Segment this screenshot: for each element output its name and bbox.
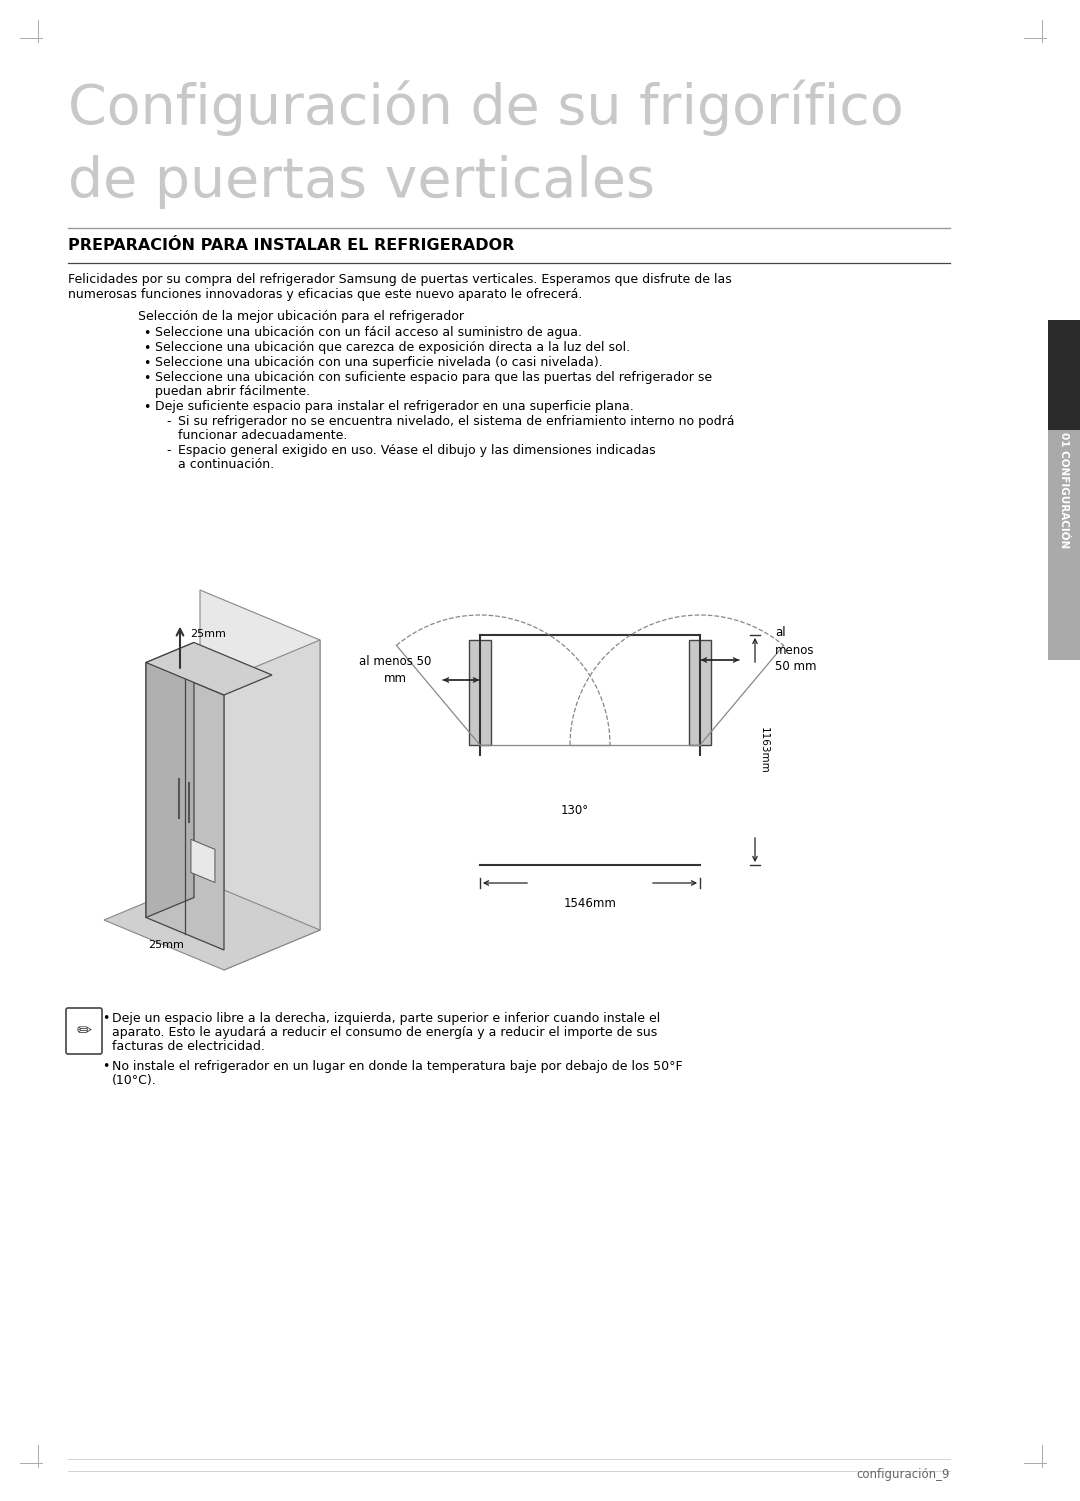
Text: Configuración de su frigorífico: Configuración de su frigorífico bbox=[68, 80, 904, 137]
Text: Felicidades por su compra del refrigerador Samsung de puertas verticales. Espera: Felicidades por su compra del refrigerad… bbox=[68, 273, 732, 287]
Text: Seleccione una ubicación con suficiente espacio para que las puertas del refrige: Seleccione una ubicación con suficiente … bbox=[156, 371, 712, 384]
Polygon shape bbox=[146, 662, 224, 950]
Text: •: • bbox=[143, 401, 150, 414]
Text: PREPARACIÓN PARA INSTALAR EL REFRIGERADOR: PREPARACIÓN PARA INSTALAR EL REFRIGERADO… bbox=[68, 239, 514, 254]
Text: al
menos
50 mm: al menos 50 mm bbox=[775, 626, 816, 674]
Text: 130°: 130° bbox=[561, 803, 589, 817]
Text: al menos 50
mm: al menos 50 mm bbox=[359, 654, 431, 684]
Text: •: • bbox=[143, 372, 150, 384]
Text: funcionar adecuadamente.: funcionar adecuadamente. bbox=[178, 429, 348, 441]
Text: Seleccione una ubicación con un fácil acceso al suministro de agua.: Seleccione una ubicación con un fácil ac… bbox=[156, 326, 582, 339]
Text: Deje suficiente espacio para instalar el refrigerador en una superficie plana.: Deje suficiente espacio para instalar el… bbox=[156, 399, 634, 413]
Text: de puertas verticales: de puertas verticales bbox=[68, 155, 654, 209]
Text: No instale el refrigerador en un lugar en donde la temperatura baje por debajo d: No instale el refrigerador en un lugar e… bbox=[112, 1060, 683, 1073]
Polygon shape bbox=[200, 590, 320, 931]
Text: •: • bbox=[102, 1012, 109, 1025]
Text: Deje un espacio libre a la derecha, izquierda, parte superior e inferior cuando : Deje un espacio libre a la derecha, izqu… bbox=[112, 1012, 660, 1025]
Text: Si su refrigerador no se encuentra nivelado, el sistema de enfriamiento interno : Si su refrigerador no se encuentra nivel… bbox=[178, 414, 734, 428]
Polygon shape bbox=[146, 642, 272, 695]
Text: configuración_9: configuración_9 bbox=[856, 1468, 950, 1481]
Text: aparato. Esto le ayudará a reducir el consumo de energía y a reducir el importe : aparato. Esto le ayudará a reducir el co… bbox=[112, 1027, 658, 1039]
FancyBboxPatch shape bbox=[66, 1009, 102, 1054]
Text: 1546mm: 1546mm bbox=[564, 898, 617, 910]
Text: Selección de la mejor ubicación para el refrigerador: Selección de la mejor ubicación para el … bbox=[138, 311, 464, 323]
Text: •: • bbox=[143, 342, 150, 356]
Bar bbox=[689, 639, 711, 744]
Polygon shape bbox=[191, 839, 215, 883]
Text: ✏: ✏ bbox=[77, 1022, 92, 1040]
Polygon shape bbox=[104, 880, 320, 970]
Text: 25mm: 25mm bbox=[190, 629, 226, 639]
Text: (10°C).: (10°C). bbox=[112, 1075, 157, 1087]
Text: •: • bbox=[143, 357, 150, 371]
Text: -: - bbox=[166, 414, 171, 428]
Text: 1163mm: 1163mm bbox=[759, 726, 769, 773]
Text: Seleccione una ubicación que carezca de exposición directa a la luz del sol.: Seleccione una ubicación que carezca de … bbox=[156, 341, 630, 354]
Text: 01 CONFIGURACIÓN: 01 CONFIGURACIÓN bbox=[1059, 432, 1069, 548]
Text: a continuación.: a continuación. bbox=[178, 458, 274, 471]
Text: Seleccione una ubicación con una superficie nivelada (o casi nivelada).: Seleccione una ubicación con una superfi… bbox=[156, 356, 603, 369]
Text: -: - bbox=[166, 444, 171, 456]
Text: 25mm: 25mm bbox=[148, 940, 184, 950]
Text: puedan abrir fácilmente.: puedan abrir fácilmente. bbox=[156, 384, 310, 398]
Text: numerosas funciones innovadoras y eficacias que este nuevo aparato le ofrecerá.: numerosas funciones innovadoras y eficac… bbox=[68, 288, 582, 302]
Text: Espacio general exigido en uso. Véase el dibujo y las dimensiones indicadas: Espacio general exigido en uso. Véase el… bbox=[178, 444, 656, 456]
Text: •: • bbox=[102, 1060, 109, 1073]
Bar bbox=[1048, 320, 1080, 429]
Polygon shape bbox=[146, 642, 194, 917]
Bar bbox=[469, 639, 491, 744]
Text: facturas de electricidad.: facturas de electricidad. bbox=[112, 1040, 265, 1054]
Text: •: • bbox=[143, 327, 150, 341]
Polygon shape bbox=[224, 639, 320, 970]
Bar bbox=[1048, 429, 1080, 660]
